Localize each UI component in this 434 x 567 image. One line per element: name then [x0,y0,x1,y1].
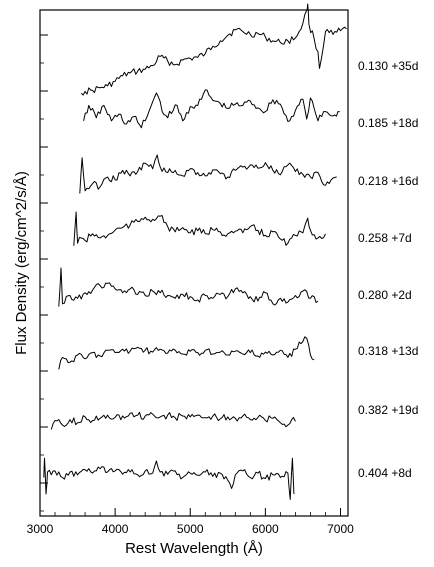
y-axis-ticks [40,34,48,512]
spectrum-label: 0.280 +2d [358,288,412,302]
plot-frame [39,9,349,517]
spectrum-line [80,3,347,96]
spectrum-label: 0.382 +19d [358,403,418,417]
spectrum-line [79,154,337,194]
spectrum-label: 0.130 +35d [358,59,418,73]
spectrum-label: 0.258 +7d [358,231,412,245]
spectrum-line [58,267,319,307]
spectra-lines [43,3,347,500]
x-tick-label: 4000 [102,522,129,536]
spectrum-label: 0.218 +16d [358,174,418,188]
x-tick-label: 5000 [177,522,204,536]
spectrum-line [50,411,296,430]
x-tick-label: 3000 [27,522,54,536]
spectra-labels: 0.130 +35d 0.185 +18d 0.218 +16d 0.258 +7d 0… [358,59,418,480]
x-tick-label: 6000 [252,522,279,536]
spectrum-line [73,211,326,246]
spectrum-line [58,336,315,370]
spectrum-line [43,457,295,500]
spectrum-label: 0.318 +13d [358,344,418,358]
spectrum-line [83,89,340,129]
x-axis-ticks: 3000 4000 5000 6000 7000 [27,508,354,536]
y-axis-label: Flux Density (erg/cm^2/s/Å) [13,171,30,355]
spectrum-label: 0.404 +8d [358,466,412,480]
x-tick-label: 7000 [327,522,354,536]
x-axis-label: Rest Wavelength (Å) [125,540,263,557]
spectrum-label: 0.185 +18d [358,116,418,130]
